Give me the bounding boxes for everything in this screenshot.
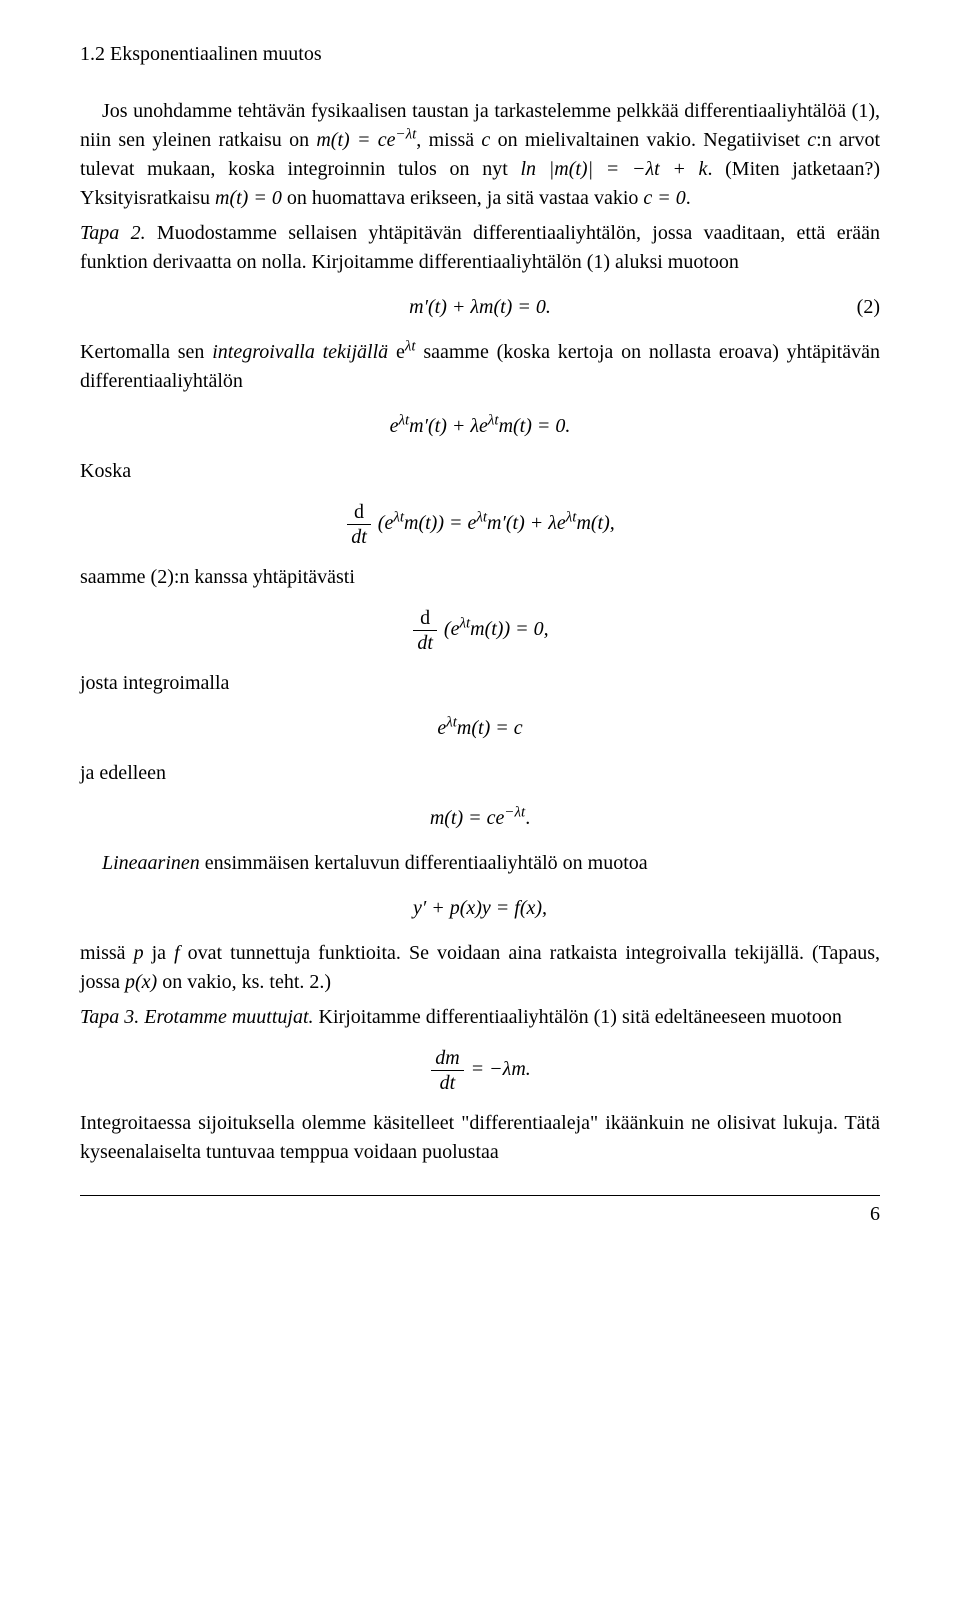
m9-px: p(x)	[125, 971, 157, 993]
p2-a: Muodostamme sellaisen yhtäpitävän differ…	[80, 222, 880, 273]
paragraph-2: Tapa 2. Muodostamme sellaisen yhtäpitävä…	[80, 219, 880, 277]
p9-a: missä	[80, 942, 134, 964]
equation-5: d dt (eλtm(t)) = 0,	[80, 608, 880, 653]
p11-a: Integroitaessa sijoituksella olemme käsi…	[80, 1112, 880, 1163]
eq2-number: (2)	[857, 293, 880, 322]
paragraph-10: Tapa 3. Erotamme muuttujat. Kirjoitamme …	[80, 1003, 880, 1032]
eq10-rhs: = −λm.	[471, 1058, 531, 1080]
eq5-open: (e	[444, 618, 460, 640]
eq7-b: .	[525, 807, 530, 829]
p1-g: .	[686, 187, 691, 209]
paragraph-7: ja edelleen	[80, 759, 880, 788]
eq10-num: dm	[431, 1048, 463, 1071]
equation-3: eλtm′(t) + λeλtm(t) = 0.	[80, 412, 880, 441]
paragraph-1: Jos unohdamme tehtävän fysikaalisen taus…	[80, 97, 880, 213]
eq3-b: m′(t) + λe	[409, 415, 488, 437]
eq3-sup1: λt	[398, 412, 409, 428]
m1-mt: m(t) = ce	[316, 129, 395, 151]
section-title-text: Eksponentiaalinen muutos	[110, 43, 322, 65]
p1-f: on huomattava erikseen, ja sitä vastaa v…	[282, 187, 644, 209]
equation-2: m′(t) + λm(t) = 0. (2)	[80, 293, 880, 322]
p8-a: ensimmäisen kertaluvun differentiaaliyht…	[200, 852, 648, 874]
eq5-sup1: λt	[459, 615, 470, 631]
eq4-end: m(t),	[576, 512, 614, 534]
paragraph-9: missä p ja f ovat tunnettuja funktioita.…	[80, 939, 880, 997]
paragraph-5: saamme (2):n kanssa yhtäpitävästi	[80, 563, 880, 592]
page-number: 6	[870, 1203, 880, 1225]
equation-7: m(t) = ce−λt.	[80, 804, 880, 833]
eq4-mid1: m(t)) = e	[404, 512, 476, 534]
paragraph-11: Integroitaessa sijoituksella olemme käsi…	[80, 1109, 880, 1167]
p3-a: Kertomalla sen	[80, 341, 212, 363]
p8-lead: Lineaarinen	[102, 852, 200, 874]
eq4-mid2: m′(t) + λe	[487, 512, 566, 534]
paragraph-3: Kertomalla sen integroivalla tekijällä e…	[80, 338, 880, 396]
section-number: 1.2	[80, 43, 105, 65]
eq7-a: m(t) = ce	[430, 807, 505, 829]
equation-8: y′ + p(x)y = f(x),	[80, 894, 880, 923]
p6-a: josta integroimalla	[80, 672, 229, 694]
p9-d: on vakio, ks. teht. 2.)	[157, 971, 331, 993]
eq4-frac: d dt	[347, 502, 371, 547]
eq5-end: m(t)) = 0,	[470, 618, 548, 640]
m3-lt: λt	[405, 338, 416, 354]
eq2-body: m′(t) + λm(t) = 0.	[409, 296, 551, 318]
m1-ln: ln |m(t)| = −λt + k	[521, 158, 708, 180]
p4-a: Koska	[80, 460, 131, 482]
p9-b: ja	[144, 942, 175, 964]
paragraph-4: Koska	[80, 457, 880, 486]
eq10-den: dt	[431, 1071, 463, 1093]
paragraph-6: josta integroimalla	[80, 669, 880, 698]
eq4-open: (e	[378, 512, 394, 534]
m1-czero: c = 0	[643, 187, 685, 209]
m1-exp1: −λt	[396, 126, 417, 142]
eq5-d: d	[413, 608, 437, 631]
m1-c: c	[481, 129, 490, 151]
eq5-dt: dt	[413, 631, 437, 653]
eq6-a: e	[437, 717, 446, 739]
p10-a: Kirjoitamme differentiaaliyhtälön (1) si…	[314, 1006, 842, 1028]
equation-10: dm dt = −λm.	[80, 1048, 880, 1093]
paragraph-8: Lineaarinen ensimmäisen kertaluvun diffe…	[80, 849, 880, 878]
eq4-dt: dt	[347, 525, 371, 547]
eq5-frac: d dt	[413, 608, 437, 653]
m1-mzero: m(t) = 0	[215, 187, 282, 209]
equation-6: eλtm(t) = c	[80, 714, 880, 743]
eq7-sup: −λt	[504, 804, 525, 820]
eq10-frac: dm dt	[431, 1048, 463, 1093]
p10-lead: Tapa 3. Erotamme muuttujat.	[80, 1006, 314, 1028]
page: 1.2 Eksponentiaalinen muutos Jos unohdam…	[0, 0, 960, 1622]
footer-rule: 6	[80, 1195, 880, 1229]
p2-lead: Tapa 2.	[80, 222, 146, 244]
p5-a: saamme (2):n kanssa yhtäpitävästi	[80, 566, 355, 588]
eq3-sup2: λt	[488, 412, 499, 428]
m9-p: p	[134, 942, 144, 964]
section-heading: 1.2 Eksponentiaalinen muutos	[80, 40, 880, 69]
eq4-d: d	[347, 502, 371, 525]
equation-4: d dt (eλtm(t)) = eλtm′(t) + λeλtm(t),	[80, 502, 880, 547]
p3-b: integroivalla tekijällä	[212, 341, 388, 363]
p7-a: ja edelleen	[80, 762, 166, 784]
m1-c2: c	[807, 129, 816, 151]
eq4-sup2: λt	[476, 509, 487, 525]
eq8-body: y′ + p(x)y = f(x),	[413, 897, 547, 919]
eq6-sup: λt	[446, 714, 457, 730]
eq4-sup1: λt	[393, 509, 404, 525]
eq3-c: m(t) = 0.	[499, 415, 571, 437]
eq6-b: m(t) = c	[457, 717, 523, 739]
p3-c: e	[388, 341, 405, 363]
p1-b: , missä	[416, 129, 481, 151]
p1-c: on mielivaltainen vakio. Negatiiviset	[490, 129, 807, 151]
eq4-sup3: λt	[566, 509, 577, 525]
